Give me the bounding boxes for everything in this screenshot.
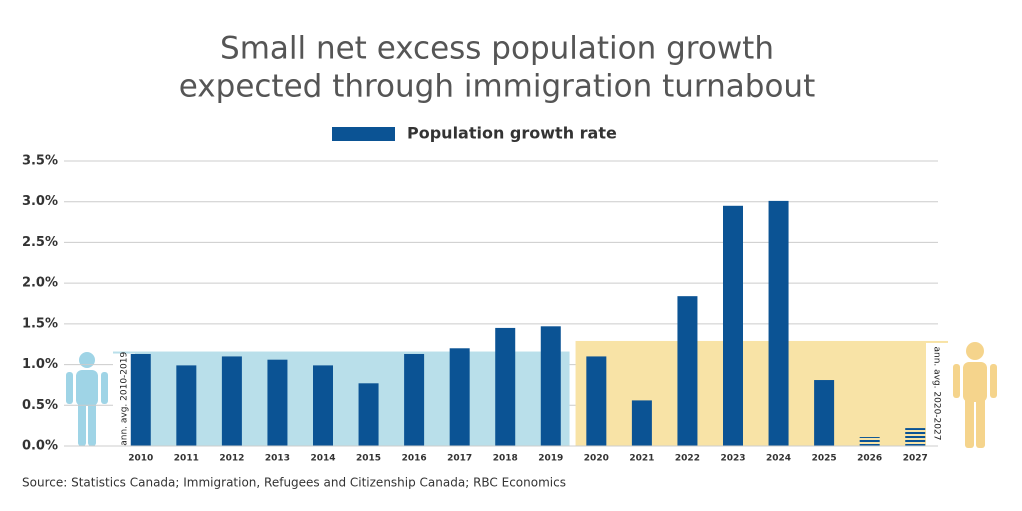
x-tick-label: 2019 bbox=[538, 454, 563, 464]
y-tick-label: 2.0% bbox=[22, 276, 58, 291]
x-tick-label: 2012 bbox=[219, 454, 244, 464]
average-band bbox=[575, 340, 948, 446]
x-tick-label: 2026 bbox=[857, 454, 882, 464]
bar bbox=[677, 296, 698, 446]
x-tick-label: 2022 bbox=[675, 454, 700, 464]
legend-swatch bbox=[332, 127, 395, 141]
bar bbox=[631, 400, 652, 446]
y-tick-label: 0.0% bbox=[22, 439, 58, 454]
average-label-box bbox=[113, 353, 135, 446]
source: Source: Statistics Canada; Immigration, … bbox=[22, 476, 566, 490]
average-label: ann. avg. 2020-2027 bbox=[932, 346, 942, 440]
x-tick-label: 2023 bbox=[720, 454, 745, 464]
bar bbox=[586, 356, 607, 446]
bar bbox=[723, 205, 743, 446]
y-tick-label: 1.5% bbox=[22, 316, 58, 331]
y-tick-label: 0.5% bbox=[22, 398, 58, 413]
bar bbox=[176, 365, 197, 446]
x-tick-label: 2025 bbox=[812, 454, 837, 464]
bar bbox=[859, 437, 880, 446]
x-tick-label: 2021 bbox=[629, 454, 654, 464]
bar bbox=[768, 200, 789, 446]
person-icons bbox=[66, 342, 997, 448]
bar bbox=[221, 356, 242, 446]
x-tick-label: 2015 bbox=[356, 454, 381, 464]
x-tick-label: 2011 bbox=[174, 454, 199, 464]
average-label: ann. avg. 2010-2019 bbox=[120, 352, 130, 446]
x-tick-label: 2016 bbox=[402, 454, 427, 464]
chart-title: expected through immigration turnabout bbox=[179, 69, 815, 105]
bar bbox=[814, 380, 835, 446]
x-tick-label: 2010 bbox=[128, 454, 153, 464]
legend-label: Population growth rate bbox=[407, 124, 617, 143]
bar bbox=[358, 383, 379, 446]
y-tick-label: 1.0% bbox=[22, 357, 58, 372]
bar bbox=[905, 428, 926, 446]
y-tick-label: 3.0% bbox=[22, 194, 58, 209]
bar bbox=[130, 353, 151, 446]
bar bbox=[495, 327, 516, 446]
bar bbox=[449, 348, 470, 446]
average-label-box bbox=[926, 342, 948, 446]
x-tick-label: 2027 bbox=[903, 454, 928, 464]
x-tick-label: 2020 bbox=[584, 454, 609, 464]
x-tick-label: 2024 bbox=[766, 454, 791, 464]
y-tick-label: 2.5% bbox=[22, 235, 58, 250]
bar bbox=[540, 326, 561, 446]
x-tick-label: 2018 bbox=[493, 454, 518, 464]
bar bbox=[267, 359, 288, 446]
x-tick-label: 2013 bbox=[265, 454, 290, 464]
bar bbox=[404, 353, 425, 446]
bar bbox=[313, 365, 333, 446]
y-tick-label: 3.5% bbox=[22, 154, 58, 169]
x-tick-label: 2014 bbox=[310, 454, 335, 464]
x-tick-label: 2017 bbox=[447, 454, 472, 464]
chart-title: Small net excess population growth bbox=[220, 31, 774, 67]
